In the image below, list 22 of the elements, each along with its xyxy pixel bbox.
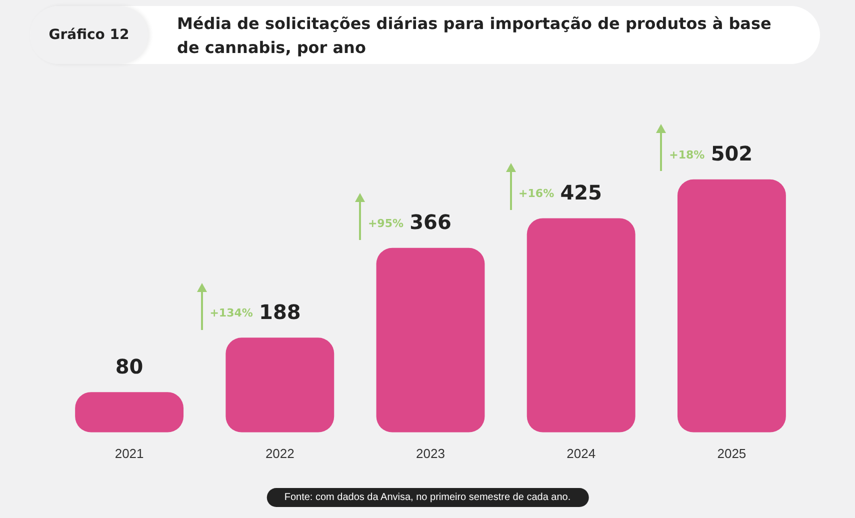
chart-subtitle: Gráfico 12 bbox=[30, 6, 148, 64]
bar bbox=[376, 248, 485, 432]
bar bbox=[526, 218, 636, 432]
chart-title: Média de solicitações diárias para importação de produtos à base de cannabis, por ano bbox=[177, 13, 772, 59]
bar bbox=[226, 338, 334, 432]
data-label: 188 bbox=[259, 300, 301, 324]
data-label: 502 bbox=[710, 142, 753, 166]
annotation: +95% bbox=[368, 216, 404, 230]
x-tick-label: 2023 bbox=[416, 446, 445, 461]
x-tick-label: 2025 bbox=[717, 446, 746, 461]
bar bbox=[677, 179, 786, 432]
source-note: Fonte: com dados da Anvisa, no primeiro semestre de cada ano. bbox=[266, 488, 589, 507]
x-tick-label: 2022 bbox=[265, 446, 294, 461]
data-label: 425 bbox=[560, 180, 602, 204]
x-tick-label: 2024 bbox=[566, 446, 596, 461]
data-label: 80 bbox=[115, 354, 144, 378]
annotation: +16% bbox=[518, 187, 554, 200]
x-tick-label: 2021 bbox=[114, 446, 144, 461]
annotation: +134% bbox=[210, 306, 253, 320]
data-label: 366 bbox=[410, 210, 452, 234]
annotation: +18% bbox=[669, 148, 705, 162]
bar bbox=[75, 392, 184, 432]
